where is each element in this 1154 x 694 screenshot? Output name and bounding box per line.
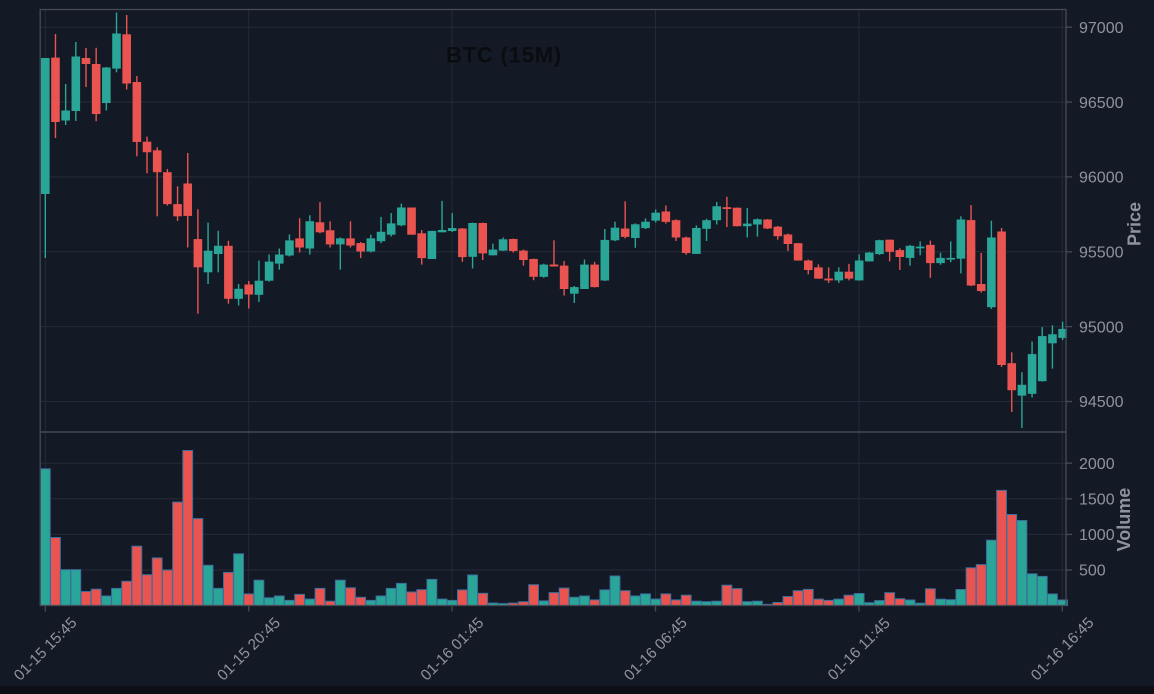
svg-text:94500: 94500: [1079, 394, 1124, 411]
svg-text:95000: 95000: [1079, 319, 1124, 336]
svg-text:1000: 1000: [1079, 527, 1115, 544]
svg-text:2000: 2000: [1079, 456, 1115, 473]
svg-text:500: 500: [1079, 563, 1106, 580]
svg-text:BTC (15M): BTC (15M): [446, 43, 562, 68]
svg-text:Volume: Volume: [1114, 488, 1134, 552]
svg-text:96500: 96500: [1079, 95, 1124, 112]
svg-text:1500: 1500: [1079, 492, 1115, 509]
svg-text:95500: 95500: [1079, 245, 1124, 262]
svg-text:Price: Price: [1125, 202, 1145, 246]
svg-text:96000: 96000: [1079, 170, 1124, 187]
svg-text:97000: 97000: [1079, 20, 1124, 37]
